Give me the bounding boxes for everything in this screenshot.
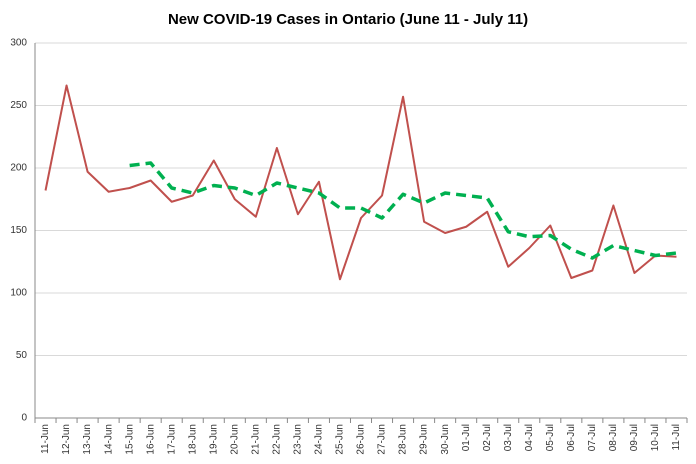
x-tick-label: 05-Jul xyxy=(545,424,556,451)
x-tick-label: 24-Jun xyxy=(314,424,325,455)
y-tick-label: 300 xyxy=(10,38,27,49)
x-tick-label: 20-Jun xyxy=(229,424,240,455)
x-tick-label: 09-Jul xyxy=(629,424,640,451)
x-tick-label: 30-Jun xyxy=(440,424,451,455)
x-tick-label: 02-Jul xyxy=(482,424,493,451)
x-tick-label: 21-Jun xyxy=(250,424,261,455)
x-tick-label: 27-Jun xyxy=(377,424,388,455)
y-tick-label: 50 xyxy=(16,350,28,361)
x-tick-label: 14-Jun xyxy=(103,424,114,455)
x-tick-label: 01-Jul xyxy=(461,424,472,451)
x-tick-label: 15-Jun xyxy=(124,424,135,455)
x-tick-label: 07-Jul xyxy=(587,424,598,451)
x-tick-label: 22-Jun xyxy=(272,424,283,455)
x-tick-label: 29-Jun xyxy=(419,424,430,455)
y-tick-label: 150 xyxy=(10,225,27,236)
x-tick-label: 16-Jun xyxy=(145,424,156,455)
x-tick-label: 04-Jul xyxy=(524,424,535,451)
x-tick-label: 17-Jun xyxy=(166,424,177,455)
x-tick-label: 08-Jul xyxy=(608,424,619,451)
x-tick-label: 23-Jun xyxy=(293,424,304,455)
x-tick-label: 11-Jul xyxy=(671,424,682,451)
x-tick-label: 11-Jun xyxy=(40,424,51,454)
chart-title: New COVID-19 Cases in Ontario (June 11 -… xyxy=(168,11,528,28)
x-tick-label: 10-Jul xyxy=(650,424,661,451)
x-tick-label: 06-Jul xyxy=(566,424,577,451)
y-tick-label: 0 xyxy=(21,413,27,424)
y-tick-label: 250 xyxy=(10,100,27,111)
x-tick-label: 18-Jun xyxy=(187,424,198,455)
x-tick-label: 03-Jul xyxy=(503,424,514,451)
x-tick-label: 19-Jun xyxy=(208,424,219,455)
x-tick-label: 28-Jun xyxy=(398,424,409,455)
y-tick-label: 200 xyxy=(10,163,27,174)
x-tick-label: 13-Jun xyxy=(82,424,93,455)
x-tick-label: 26-Jun xyxy=(356,424,367,455)
x-tick-label: 25-Jun xyxy=(335,424,346,455)
y-tick-label: 100 xyxy=(10,288,27,299)
x-tick-label: 12-Jun xyxy=(61,424,72,455)
series-line xyxy=(129,161,677,260)
series-line xyxy=(44,84,677,281)
